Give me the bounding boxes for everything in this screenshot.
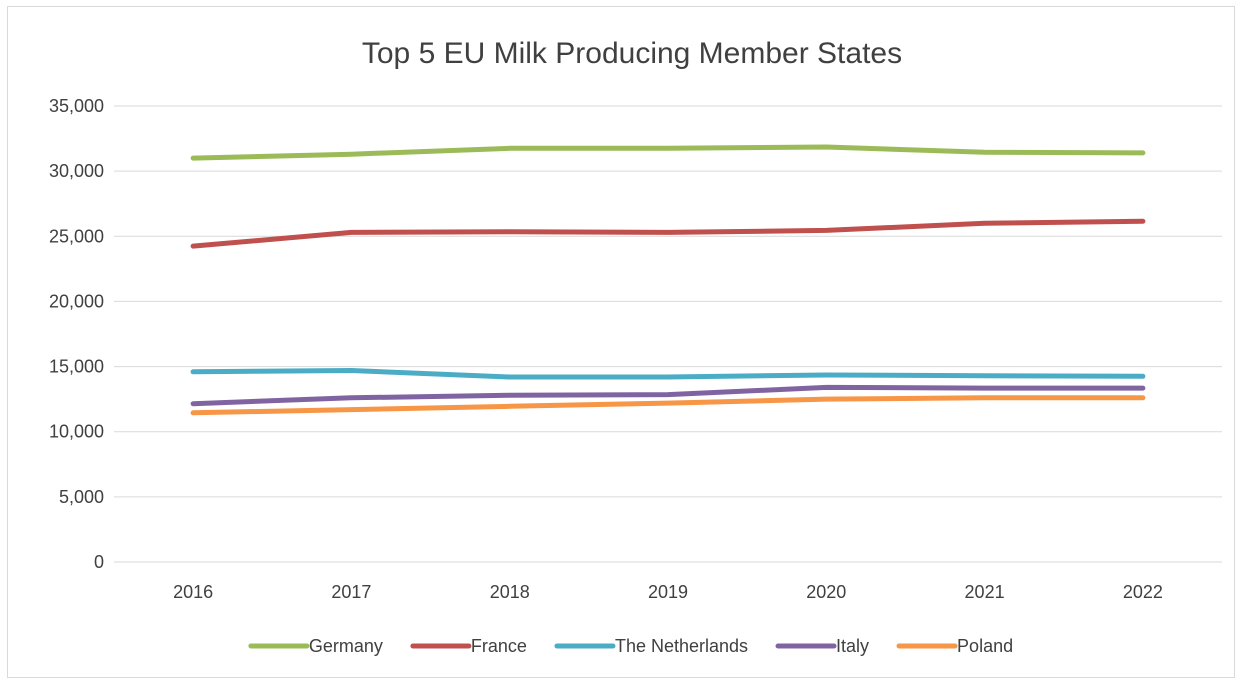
y-tick-label: 5,000	[59, 487, 104, 507]
legend-label: The Netherlands	[615, 636, 748, 656]
x-tick-label: 2021	[965, 582, 1005, 602]
x-tick-label: 2020	[806, 582, 846, 602]
x-axis-tick-labels: 2016 2017 2018 2019 2020 2021 2022	[173, 582, 1163, 602]
series-line-france	[190, 218, 1146, 249]
legend-label: Germany	[309, 636, 383, 656]
x-tick-label: 2017	[331, 582, 371, 602]
series-line-italy	[190, 384, 1146, 407]
chart-frame	[7, 6, 1235, 678]
series-line-the-netherlands	[190, 368, 1146, 380]
y-tick-label: 20,000	[49, 291, 104, 311]
legend-item-the-netherlands[interactable]: The Netherlands	[554, 636, 748, 656]
legend-label: Poland	[957, 636, 1013, 656]
legend-label: France	[471, 636, 527, 656]
gridlines	[114, 105, 1222, 563]
series-line-poland	[190, 395, 1146, 416]
x-tick-label: 2022	[1123, 582, 1163, 602]
legend-item-germany[interactable]: Germany	[248, 636, 383, 656]
y-tick-label: 15,000	[49, 357, 104, 377]
legend-item-italy[interactable]: Italy	[775, 636, 869, 656]
x-tick-label: 2019	[648, 582, 688, 602]
x-tick-label: 2016	[173, 582, 213, 602]
legend-item-poland[interactable]: Poland	[896, 636, 1013, 656]
y-tick-label: 35,000	[49, 96, 104, 116]
y-axis-tick-labels: 0 5,000 10,000 15,000 20,000 25,000 30,000 35,0…	[49, 96, 104, 572]
y-tick-label: 30,000	[49, 161, 104, 181]
legend-item-france[interactable]: France	[410, 636, 527, 656]
legend[interactable]: Germany France The Netherlands Italy Poland	[248, 636, 1013, 656]
y-tick-label: 10,000	[49, 422, 104, 442]
x-tick-label: 2018	[490, 582, 530, 602]
series-line-germany	[190, 144, 1146, 161]
y-tick-label: 0	[94, 552, 104, 572]
chart-title: Top 5 EU Milk Producing Member States	[362, 37, 902, 70]
y-tick-label: 25,000	[49, 226, 104, 246]
series-lines	[190, 144, 1146, 416]
legend-label: Italy	[836, 636, 869, 656]
